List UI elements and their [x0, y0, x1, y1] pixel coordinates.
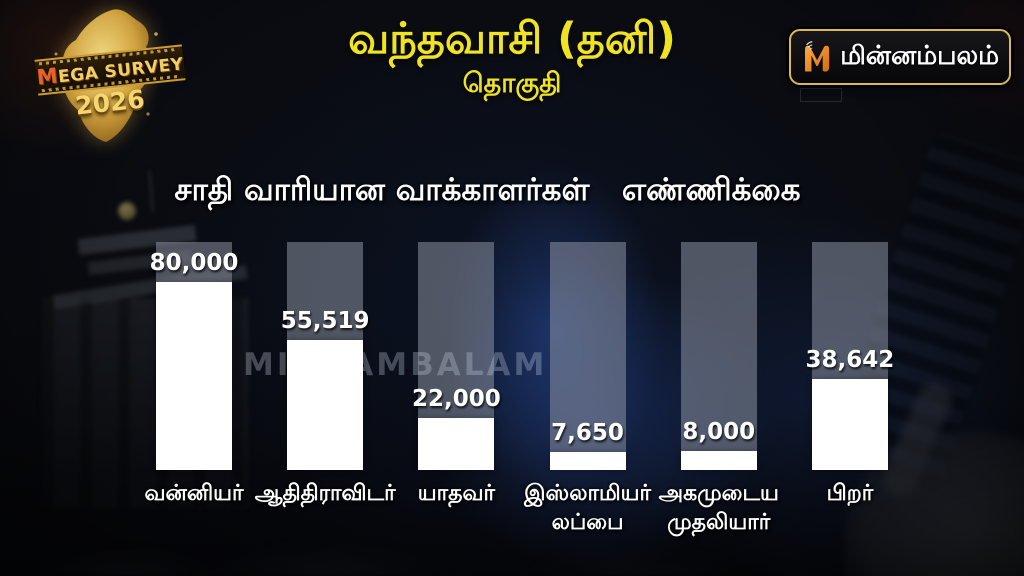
header-title-block: வந்தவாசி (தனி) தொகுதி — [212, 14, 812, 103]
bar — [549, 452, 626, 470]
bar-category-label: பிறர் — [826, 481, 874, 506]
bar-column: 38,642 பிறர் — [806, 242, 894, 506]
bar-value-label: 7,650 — [551, 420, 624, 446]
constituency-title: வந்தவாசி (தனி) — [348, 14, 676, 64]
bar-column: 80,000 வன்னியர் — [144, 242, 244, 506]
bar-value-label: 38,642 — [805, 347, 895, 373]
bar-value-label: 80,000 — [149, 250, 239, 276]
bar — [287, 340, 364, 470]
bar-column: 55,519 ஆதிதிராவிடர் — [255, 242, 396, 506]
minnambalam-label: மின்னம்பலம் — [840, 40, 999, 71]
mega-survey-2026-logo: MEGA SURVEY 2026 — [26, 4, 194, 152]
chart-title: சாதி வாரியான வாக்காளர்கள் எண்ணிக்கை — [174, 172, 801, 208]
bar-column: 8,000 அகமுடைய முதலியார் — [659, 242, 779, 535]
bar — [156, 282, 232, 470]
minnambalam-m-icon — [805, 41, 830, 72]
bar — [418, 418, 495, 470]
bar-value-label: 55,519 — [280, 308, 370, 334]
bar-column: 7,650 இஸ்லாமியர் லப்பை — [524, 242, 651, 535]
bar — [811, 379, 888, 470]
bar-value-label: 22,000 — [411, 386, 501, 412]
bar — [680, 451, 757, 470]
minnambalam-logo: மின்னம்பலம் — [789, 29, 1011, 85]
constituency-subtitle: தொகுதி — [462, 67, 562, 99]
bar-value-label: 8,000 — [682, 419, 756, 445]
